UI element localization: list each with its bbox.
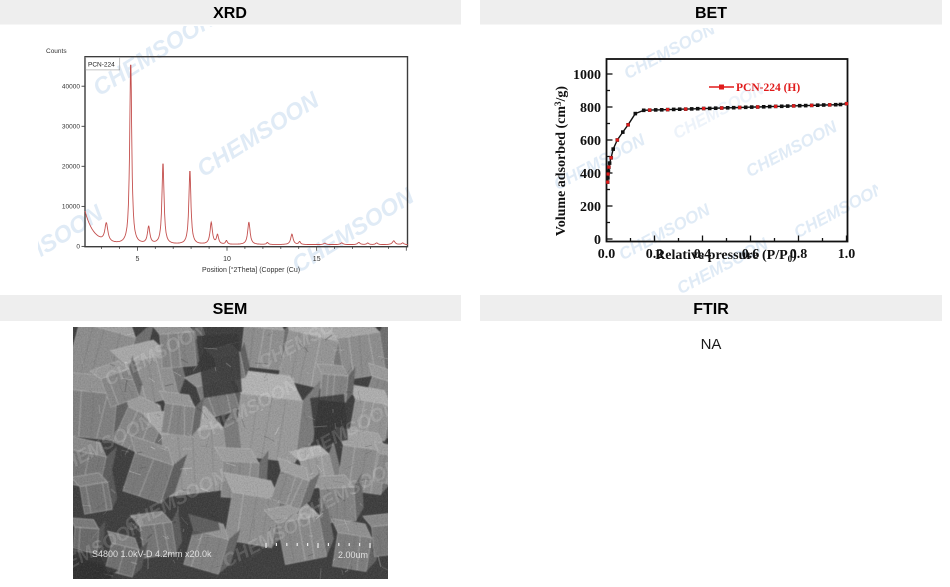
svg-text:10000: 10000 bbox=[62, 204, 80, 211]
svg-text:30000: 30000 bbox=[62, 124, 80, 131]
svg-text:1.0: 1.0 bbox=[838, 247, 856, 262]
svg-text:Volume adsorbed (cm3/g): Volume adsorbed (cm3/g) bbox=[553, 86, 569, 237]
svg-text:BET: BET bbox=[695, 5, 727, 22]
svg-text:40000: 40000 bbox=[62, 84, 80, 91]
svg-text:0: 0 bbox=[594, 233, 601, 248]
svg-text:15: 15 bbox=[313, 256, 321, 263]
svg-text:PCN-224 (H): PCN-224 (H) bbox=[736, 82, 800, 94]
svg-text:0.0: 0.0 bbox=[598, 247, 616, 262]
svg-text:XRD: XRD bbox=[213, 5, 247, 22]
svg-text:10: 10 bbox=[223, 256, 231, 263]
svg-text:1000: 1000 bbox=[573, 68, 601, 83]
svg-text:800: 800 bbox=[580, 101, 601, 116]
svg-text:0: 0 bbox=[76, 244, 80, 251]
svg-text:0.2: 0.2 bbox=[646, 247, 664, 262]
svg-text:20000: 20000 bbox=[62, 164, 80, 171]
svg-text:0.8: 0.8 bbox=[790, 247, 808, 262]
svg-text:0.6: 0.6 bbox=[742, 247, 760, 262]
svg-text:Position [°2Theta] (Copper (Cu: Position [°2Theta] (Copper (Cu) bbox=[202, 266, 300, 274]
svg-text:Relative pressure (P/P0): Relative pressure (P/P0) bbox=[655, 248, 797, 264]
svg-text:400: 400 bbox=[580, 167, 601, 182]
svg-text:600: 600 bbox=[580, 134, 601, 149]
svg-text:0.4: 0.4 bbox=[694, 247, 712, 262]
svg-text:200: 200 bbox=[580, 200, 601, 215]
svg-text:FTIR: FTIR bbox=[693, 301, 729, 318]
svg-text:PCN-224: PCN-224 bbox=[88, 62, 115, 69]
svg-text:5: 5 bbox=[135, 256, 139, 263]
svg-text:NA: NA bbox=[701, 336, 722, 353]
svg-text:Counts: Counts bbox=[46, 48, 67, 55]
svg-text:2.00um: 2.00um bbox=[338, 550, 368, 560]
svg-text:SEM: SEM bbox=[213, 301, 248, 318]
svg-text:S4800 1.0kV-D 4.2mm x20.0k: S4800 1.0kV-D 4.2mm x20.0k bbox=[92, 549, 212, 559]
